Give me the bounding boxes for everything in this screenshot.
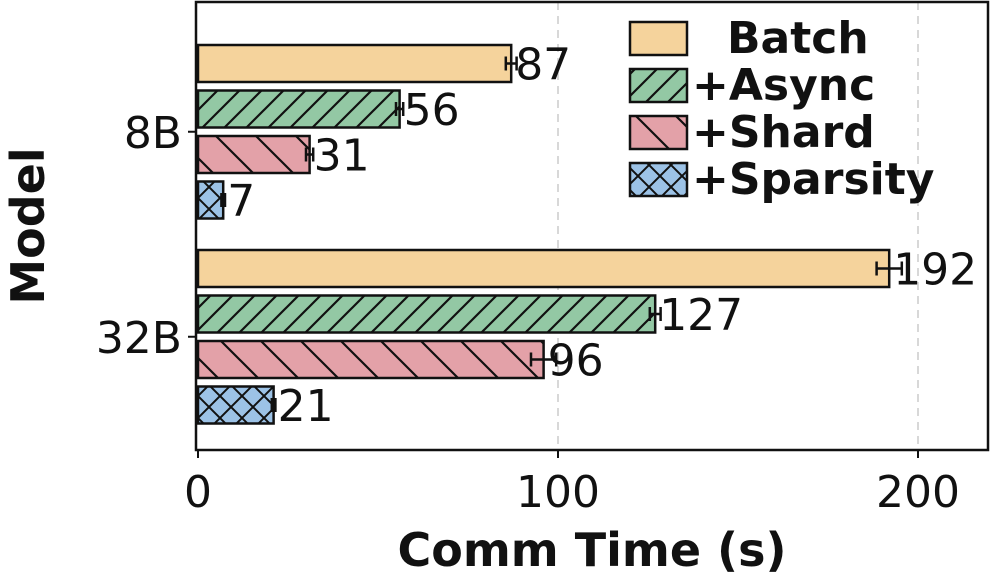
x-tick-label: 200 xyxy=(876,467,960,518)
data-label: 7 xyxy=(227,176,255,227)
data-label: 192 xyxy=(893,245,977,296)
legend-swatch-outline xyxy=(628,114,689,151)
bar-hatch xyxy=(198,136,310,173)
plot-frame xyxy=(194,0,990,452)
legend-label: Batch xyxy=(727,13,869,64)
data-label: 56 xyxy=(404,85,460,136)
x-tick-label: 100 xyxy=(516,467,600,518)
legend-swatch-hatch xyxy=(630,69,687,102)
legend: Batch+Async+Shard+Sparsity xyxy=(628,13,934,205)
bar-hatch xyxy=(198,90,400,128)
bar-hatch xyxy=(198,295,656,333)
legend-swatch-hatch xyxy=(630,116,687,149)
data-label: 21 xyxy=(278,381,334,432)
legend-label: +Shard xyxy=(692,107,875,158)
legend-swatch xyxy=(630,22,687,55)
legend-swatch-outline xyxy=(628,20,689,57)
data-label: 96 xyxy=(548,336,604,387)
data-label: 31 xyxy=(314,131,370,182)
bar-hatch xyxy=(198,386,274,424)
data-label: 87 xyxy=(515,40,571,91)
bars: 87 56 31 7 192 127 96 21 xyxy=(196,40,977,432)
grid-lines xyxy=(557,2,919,450)
data-label: 127 xyxy=(659,290,743,341)
legend-swatch-outline xyxy=(628,67,689,104)
y-axis-title: Model xyxy=(1,147,55,304)
legend-swatch-outline xyxy=(628,161,689,198)
legend-label: +Async xyxy=(692,60,875,111)
y-tick-label: 8B xyxy=(124,108,182,159)
y-tick-label: 32B xyxy=(96,313,182,364)
bar xyxy=(198,250,890,287)
x-axis-title: Comm Time (s) xyxy=(398,523,787,577)
bar xyxy=(198,45,512,82)
bar-hatch xyxy=(198,341,544,378)
legend-swatch-hatch xyxy=(630,163,687,196)
axis-ticks: 0 100 200 8B 32B xyxy=(96,108,960,518)
x-tick-label: 0 xyxy=(184,467,212,518)
bar-hatch xyxy=(198,181,224,219)
legend-label: +Sparsity xyxy=(692,154,934,205)
